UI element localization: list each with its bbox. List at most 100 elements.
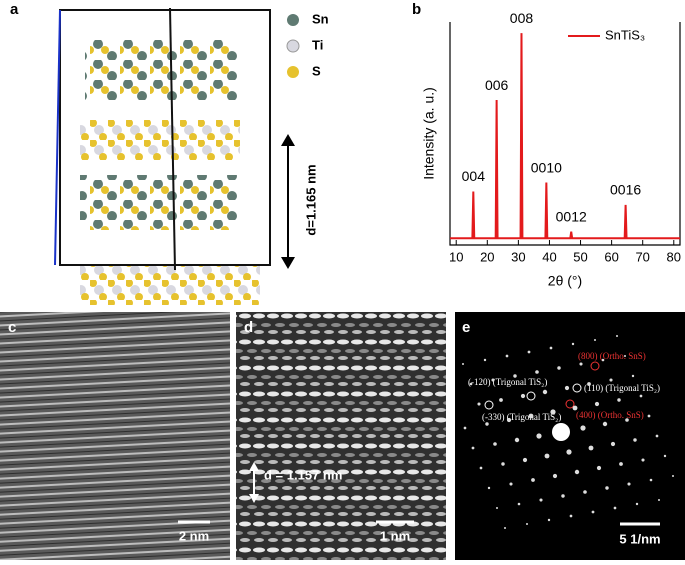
spot-ring (526, 391, 536, 401)
tem-image (0, 312, 230, 560)
diffraction-spot (539, 498, 543, 502)
panel-label: c (8, 319, 16, 336)
spacing-label: d = 1.157 nm (264, 467, 342, 482)
peak-label: 0010 (531, 159, 562, 175)
diffraction-spot (619, 462, 623, 466)
scale-label: 5 1/nm (619, 531, 660, 546)
diffraction-spot (549, 346, 553, 350)
diffraction-spot (550, 409, 556, 415)
diffraction-spot (610, 441, 616, 447)
spacing-label: d=1.165 nm (303, 164, 318, 235)
diffraction-spot (564, 385, 570, 391)
diffraction-spot (605, 486, 609, 490)
sn-layer (85, 40, 240, 100)
diffraction-spot (624, 355, 626, 357)
diffraction-spot (542, 389, 548, 395)
diffraction-spot (613, 506, 617, 510)
diffraction-spot (658, 499, 660, 501)
diffraction-spot (504, 527, 506, 529)
diffraction-spot (591, 510, 595, 514)
arrow-heads (249, 462, 259, 503)
diffraction-spot (633, 438, 637, 442)
axes (449, 22, 681, 246)
diffraction-spot (572, 405, 578, 411)
diffraction-spot (579, 362, 583, 366)
diffraction-spot (535, 370, 539, 374)
diffraction-spot (536, 433, 542, 439)
panel-d: d d = 1.157 nm 1 nm (236, 312, 446, 560)
diffraction-spot (569, 514, 573, 518)
diffraction-spot (574, 469, 580, 475)
diffraction-spot (566, 449, 572, 455)
scale-label: 2 nm (179, 528, 209, 543)
diffraction-spot (517, 502, 521, 506)
diffraction-spot (587, 382, 591, 386)
diffraction-spot (588, 445, 594, 451)
diffraction-spot (544, 453, 550, 459)
diffraction-spot (552, 473, 558, 479)
y-axis-label: Intensity (a. u.) (421, 87, 437, 180)
hrtem-image (236, 312, 446, 560)
diffraction-spot (602, 421, 608, 427)
diffraction-spot (485, 422, 489, 426)
diffraction-spot (501, 462, 505, 466)
panel-b: b 10 20 30 40 50 60 70 80 2θ (°) Intensity (a. u.… (412, 1, 681, 289)
legend-sn (287, 14, 299, 26)
legend-label: SnTiS₃ (605, 27, 645, 42)
diffraction-spot (583, 490, 587, 494)
spot-label: (400) (Ortho. SnS) (576, 410, 644, 420)
diffraction-spot (596, 465, 602, 471)
diffraction-spot (609, 378, 613, 382)
ti-layer (80, 265, 260, 305)
diffraction-spot (479, 466, 483, 470)
diffraction-spot (491, 378, 495, 382)
legend-label: S (312, 63, 321, 78)
spot-ring (565, 399, 575, 409)
diffraction-spot (506, 417, 512, 423)
diffraction-spot (483, 358, 487, 362)
diffraction-spot (561, 494, 565, 498)
diffraction-spot (617, 398, 621, 402)
spot-label: (-120) (Trigonal TiS₂) (468, 377, 547, 387)
diffraction-spot (641, 458, 645, 462)
peak-label: 004 (462, 168, 486, 184)
diffraction-spot (463, 426, 467, 430)
ti-layer (80, 120, 240, 160)
diffraction-spot (635, 502, 639, 506)
legend-s (287, 66, 299, 78)
diffraction-spot (527, 350, 531, 354)
x-axis-label: 2θ (°) (548, 273, 582, 289)
saed-image (455, 312, 685, 560)
diffraction-spot (594, 339, 596, 341)
diffraction-spot (469, 382, 473, 386)
diffraction-spot (639, 394, 643, 398)
cell-axis (54, 9, 61, 266)
diffraction-spot (509, 482, 513, 486)
diffraction-spot (631, 374, 635, 378)
peak-label: 0012 (556, 208, 587, 224)
diffraction-spot (513, 374, 517, 378)
x-tick-label: 80 (667, 249, 681, 264)
peak-label: 006 (485, 77, 509, 93)
diffraction-spot (627, 482, 631, 486)
panel-a: d=1.165 nm Sn Ti S a (10, 1, 329, 305)
diffraction-spot (505, 354, 509, 358)
diffraction-spot (471, 446, 475, 450)
peak-label: 008 (510, 10, 534, 26)
spot-ring (484, 400, 494, 410)
diffraction-spot (487, 486, 491, 490)
cell-edge (169, 7, 176, 271)
panel-label: e (462, 319, 470, 336)
panel-label: a (10, 1, 19, 18)
diffraction-spot (514, 437, 520, 443)
panel-label: b (412, 1, 421, 18)
peak-label: 0016 (610, 182, 641, 198)
spot-ring (590, 361, 600, 371)
panel-label: d (244, 319, 253, 336)
diffraction-spot (526, 523, 528, 525)
diffraction-spot (499, 398, 503, 402)
spot-label: (800) (Ortho. SnS) (578, 351, 646, 361)
diffraction-spot (663, 454, 667, 458)
spot-label: (-330) (Trigonal TiS₂) (482, 412, 561, 422)
